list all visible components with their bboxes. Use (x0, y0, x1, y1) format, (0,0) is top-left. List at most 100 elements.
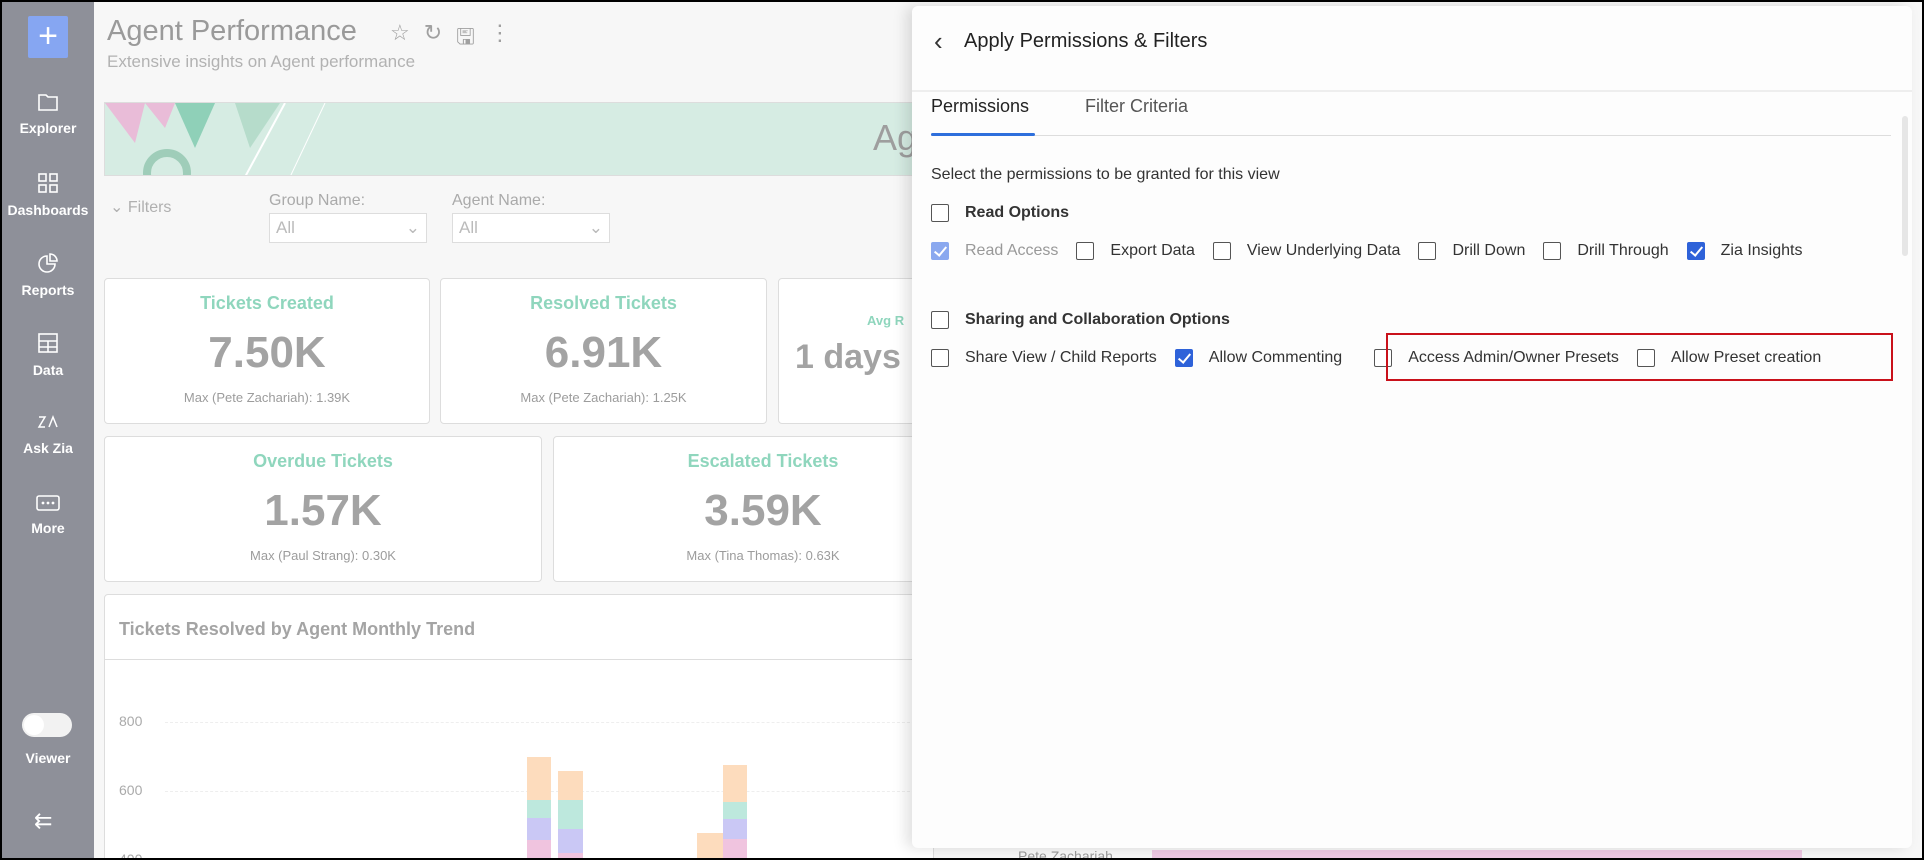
option-label: Zia Insights (1720, 242, 1803, 259)
permission-option[interactable]: Read Access (931, 242, 1058, 260)
permission-option[interactable]: Drill Through (1543, 242, 1669, 260)
star-icon[interactable]: ☆ (390, 20, 410, 45)
kpi-card-escalated-tickets: Escalated Tickets 3.59K Max (Tina Thomas):… (553, 436, 973, 582)
group-label: Read Options (965, 204, 1070, 221)
option-label: Drill Through (1577, 242, 1669, 259)
divider (105, 659, 935, 660)
sharing-options-checkbox[interactable] (931, 311, 949, 329)
bar-segment (558, 770, 583, 800)
viewer-toggle[interactable] (22, 713, 72, 737)
bar-label: Pete Zachariah (1018, 848, 1113, 858)
tab-filter-criteria[interactable]: Filter Criteria (1085, 96, 1189, 116)
dashboard-subtitle: Extensive insights on Agent performance (107, 52, 416, 71)
divider (912, 90, 1912, 92)
permission-option[interactable]: Allow Commenting (1174, 349, 1343, 367)
bar-segment (558, 799, 583, 829)
more-icon (36, 495, 60, 511)
bar (1152, 850, 1802, 858)
sidebar-item-label: Reports (21, 282, 75, 298)
group-name-dropdown[interactable]: All ⌄ (269, 213, 427, 243)
read-options-group[interactable]: Read Options (931, 204, 1069, 222)
gridline (165, 722, 935, 723)
sidebar-item-reports[interactable]: Reports (2, 252, 94, 298)
monthly-trend-chart: Tickets Resolved by Agent Monthly Trend … (104, 594, 935, 858)
bar-segment (723, 802, 747, 819)
permission-option[interactable]: Zia Insights (1686, 242, 1803, 260)
table-icon (38, 333, 58, 353)
permission-option[interactable]: View Underlying Data (1212, 242, 1401, 260)
chevron-down-icon: ⌄ (405, 218, 420, 237)
checkbox[interactable] (1212, 242, 1231, 260)
y-tick-label: 400 (119, 851, 142, 858)
agent-filter-label: Agent Name: (452, 192, 546, 209)
checkbox[interactable] (1543, 242, 1562, 260)
sidebar-item-label: Explorer (19, 120, 77, 136)
sidebar-item-label: Ask Zia (23, 440, 73, 456)
checkbox[interactable] (1636, 349, 1655, 367)
bar-segment (558, 828, 583, 854)
bar-segment (697, 833, 723, 858)
refresh-icon[interactable]: ↻ (423, 20, 443, 45)
sharing-options-group[interactable]: Sharing and Collaboration Options (931, 311, 1230, 329)
checkbox[interactable] (1418, 242, 1437, 260)
group-filter-label: Group Name: (269, 192, 366, 209)
sidebar-item-label: More (31, 520, 65, 536)
collapse-icon[interactable]: ⇇ (34, 808, 53, 833)
highlight-box (1386, 333, 1893, 381)
permissions-description: Select the permissions to be granted for… (931, 166, 1280, 183)
add-button[interactable]: + (28, 16, 68, 58)
permissions-panel: ‹ Apply Permissions & Filters Permission… (912, 6, 1912, 848)
permission-option[interactable]: Export Data (1076, 242, 1195, 260)
folder-icon (38, 94, 58, 111)
option-label: Share View / Child Reports (965, 349, 1157, 366)
more-vertical-icon[interactable]: ⋮ (488, 20, 511, 45)
option-label: Allow Preset creation (1670, 349, 1822, 366)
chevron-down-icon: ⌄ (588, 218, 603, 237)
agent-name-dropdown[interactable]: All ⌄ (452, 213, 610, 243)
filters-toggle[interactable]: ⌄ Filters (110, 199, 172, 216)
option-label: Drill Down (1452, 242, 1526, 259)
checkbox (931, 242, 949, 260)
tab-bar-line (931, 135, 1891, 136)
option-label: Read Access (965, 242, 1059, 259)
bar-segment (723, 839, 747, 858)
back-chevron-icon[interactable]: ‹ (934, 26, 943, 56)
bar-segment (558, 853, 583, 858)
bar-segment (723, 818, 747, 840)
option-label: Allow Commenting (1208, 349, 1343, 366)
save-icon[interactable]: 🖫 (456, 24, 475, 49)
banner-graphic (105, 103, 326, 175)
checkbox[interactable] (1174, 349, 1193, 367)
chart-title: Tickets Resolved by Agent Monthly Trend (119, 619, 476, 639)
checkbox[interactable] (931, 349, 949, 367)
permission-option[interactable]: Share View / Child Reports (931, 349, 1157, 367)
sidebar-item-label: Dashboards (7, 202, 89, 218)
sidebar-item-explorer[interactable]: Explorer (2, 92, 94, 136)
bar-segment (723, 765, 747, 803)
read-options-checkbox[interactable] (931, 204, 949, 222)
scrollbar[interactable] (1902, 116, 1908, 256)
sidebar-item-data[interactable]: Data (2, 332, 94, 378)
permission-option[interactable]: Allow Preset creation (1636, 349, 1822, 367)
bar-segment (527, 800, 551, 818)
sidebar-item-more[interactable]: More (2, 494, 94, 536)
dashboard-banner: Age (104, 102, 924, 176)
sidebar-item-dashboards[interactable]: Dashboards (2, 172, 94, 218)
sidebar-item-label: Data (32, 362, 64, 378)
kpi-card-overdue-tickets: Overdue Tickets 1.57K Max (Paul Strang): 0… (104, 436, 542, 582)
y-tick-label: 800 (119, 713, 143, 729)
bar-segment (527, 839, 551, 858)
active-tab-indicator (931, 133, 1035, 136)
sidebar-item-ask-zia[interactable]: Ask Zia (2, 412, 94, 456)
checkbox[interactable] (1076, 242, 1095, 260)
kpi-card-resolved-tickets: Resolved Tickets 6.91K Max (Pete Zachariah… (440, 278, 767, 424)
panel-title: Apply Permissions & Filters (964, 30, 1208, 52)
bar-segment (527, 817, 551, 840)
checkbox[interactable] (1686, 242, 1705, 260)
option-label: Access Admin/Owner Presets (1408, 349, 1619, 366)
permission-option[interactable]: Drill Down (1418, 242, 1525, 260)
bar-segment (527, 756, 551, 801)
option-label: View Underlying Data (1246, 242, 1401, 259)
grid-icon (38, 173, 58, 193)
tab-permissions[interactable]: Permissions (931, 96, 1030, 116)
